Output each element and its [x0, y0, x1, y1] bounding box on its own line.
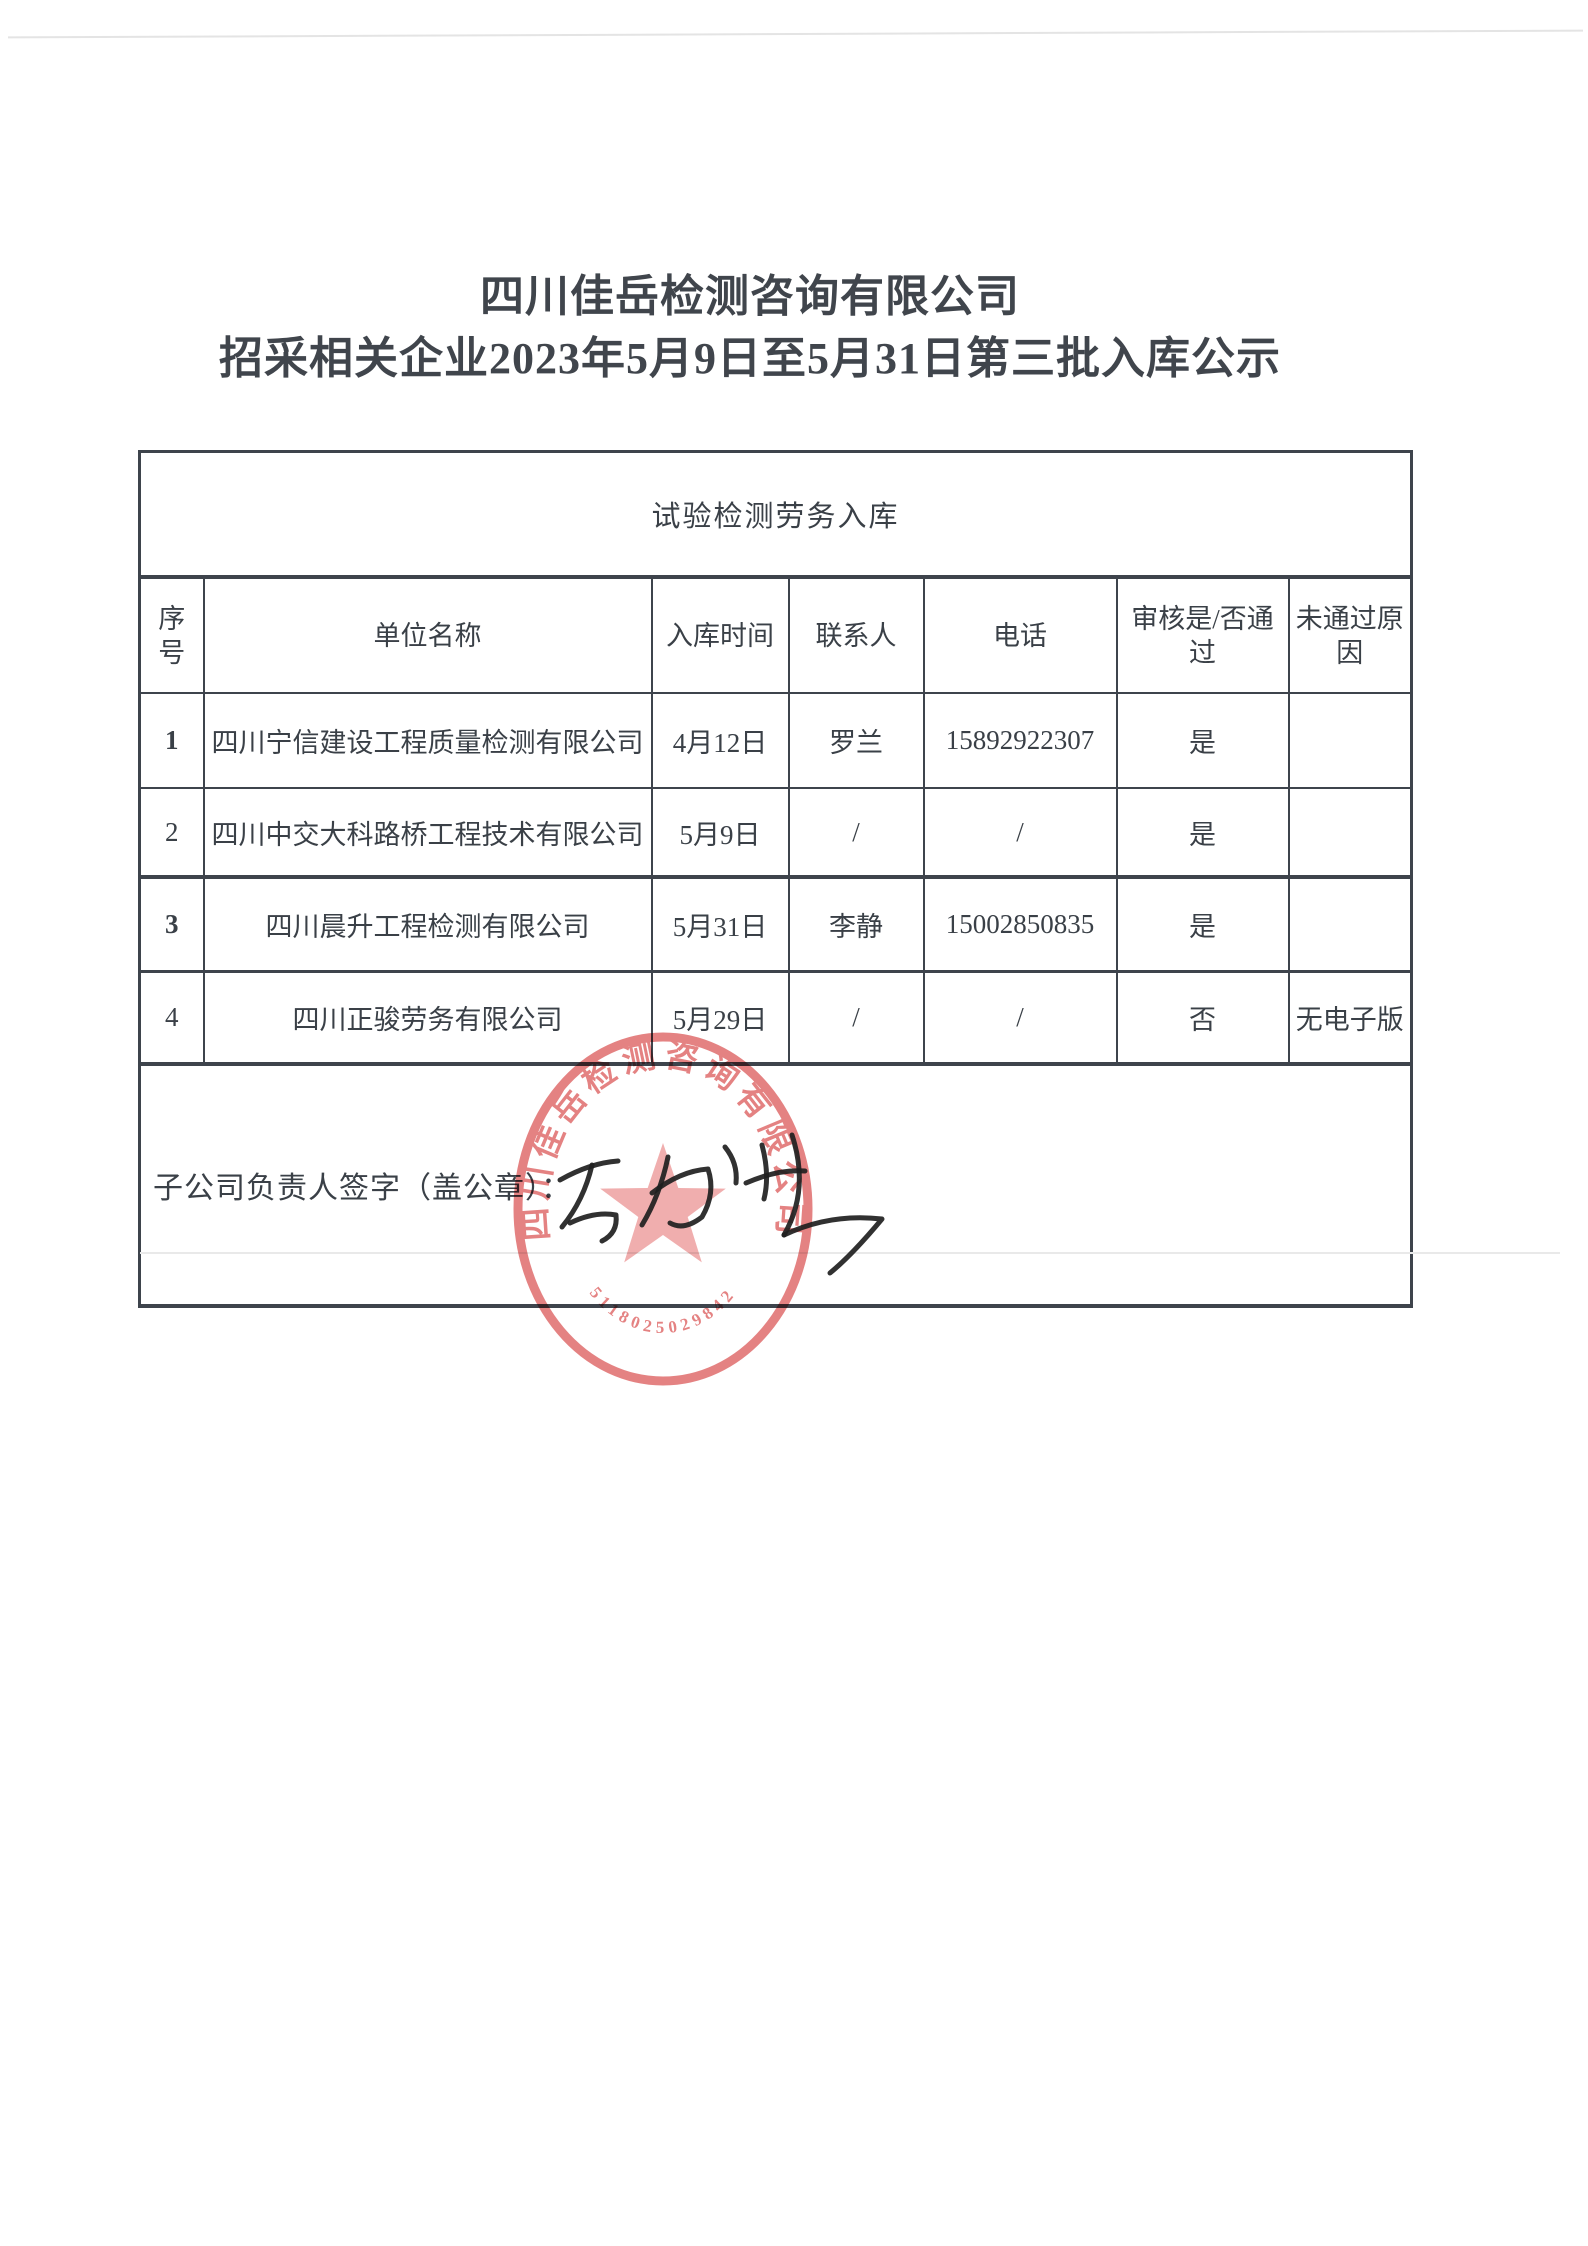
- cell-reason: [1287, 692, 1413, 789]
- signature-label: 子公司负责人签字（盖公章）：: [153, 1172, 572, 1205]
- cell-phone: 15002850835: [922, 876, 1118, 973]
- col-header-reason: 未通过原因: [1287, 576, 1413, 694]
- cell-company: 四川晨升工程检测有限公司: [202, 876, 653, 973]
- col-header-phone: 电话: [922, 576, 1118, 694]
- title-line-2: 招采相关企业2023年5月9日至5月31日第三批入库公示: [219, 334, 1281, 383]
- table-header-row: 序号 单位名称 入库时间 联系人 电话 审核是/否通过 未通过原因: [138, 576, 1413, 694]
- cell-phone: /: [922, 970, 1118, 1066]
- cell-phone: 15892922307: [922, 692, 1118, 789]
- cell-reason: [1287, 787, 1413, 879]
- cell-seq: 4: [138, 970, 205, 1066]
- table-row: 3 四川晨升工程检测有限公司 5月31日 李静 15002850835 是: [138, 876, 1413, 973]
- table-caption-row: 试验检测劳务入库: [138, 450, 1413, 579]
- table-row: 1 四川宁信建设工程质量检测有限公司 4月12日 罗兰 15892922307 …: [138, 692, 1413, 789]
- cell-seq: 2: [138, 787, 205, 879]
- cell-reason: 无电子版: [1287, 970, 1413, 1066]
- document-title: 四川佳岳检测咨询有限公司 招采相关企业2023年5月9日至5月31日第三批入库公…: [0, 266, 1500, 390]
- scan-artifact-top-line: [8, 29, 1583, 39]
- cell-approved: 是: [1115, 692, 1290, 789]
- table-row: 4 四川正骏劳务有限公司 5月29日 / / 否 无电子版: [138, 970, 1413, 1066]
- cell-reason: [1287, 876, 1413, 973]
- intake-table: 试验检测劳务入库 序号 单位名称 入库时间 联系人 电话 审核是/否通过 未通过…: [138, 450, 1414, 1308]
- cell-approved: 是: [1115, 876, 1290, 973]
- col-header-approved: 审核是/否通过: [1115, 576, 1290, 694]
- title-line-1: 四川佳岳检测咨询有限公司: [480, 272, 1020, 321]
- table-caption: 试验检测劳务入库: [138, 450, 1413, 579]
- handwritten-signature: [557, 1132, 885, 1276]
- cell-date: 5月9日: [650, 787, 790, 879]
- cell-approved: 是: [1115, 787, 1290, 879]
- stamp-star-icon: [600, 1143, 726, 1263]
- company-stamp: 四川佳岳检测咨询有限公司 5118025029842: [503, 1022, 823, 1396]
- cell-company: 四川宁信建设工程质量检测有限公司: [202, 692, 653, 789]
- cell-seq: 1: [138, 692, 205, 789]
- table-row: 2 四川中交大科路桥工程技术有限公司 5月9日 / / 是: [138, 787, 1413, 879]
- col-header-contact: 联系人: [787, 576, 925, 694]
- cell-company: 四川正骏劳务有限公司: [202, 970, 653, 1066]
- cell-phone: /: [922, 787, 1118, 879]
- cell-company: 四川中交大科路桥工程技术有限公司: [202, 787, 653, 879]
- col-header-company: 单位名称: [202, 576, 653, 694]
- cell-contact: /: [787, 787, 925, 879]
- cell-contact: /: [787, 970, 925, 1066]
- col-header-seq: 序号: [138, 576, 205, 694]
- col-header-date: 入库时间: [650, 576, 790, 694]
- cell-date: 5月31日: [650, 876, 790, 973]
- cell-approved: 否: [1115, 970, 1290, 1066]
- cell-date: 5月29日: [650, 970, 790, 1066]
- cell-contact: 罗兰: [787, 692, 925, 789]
- cell-seq: 3: [138, 876, 205, 973]
- cell-date: 4月12日: [650, 692, 790, 789]
- cell-contact: 李静: [787, 876, 925, 973]
- stamp-ring: [513, 1032, 813, 1386]
